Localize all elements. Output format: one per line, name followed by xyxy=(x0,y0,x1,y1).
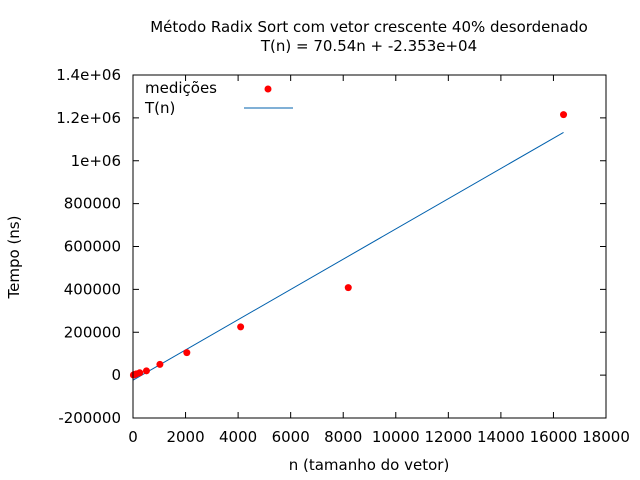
axis-ticks xyxy=(132,74,607,419)
data-point xyxy=(237,323,245,331)
x-tick-label: 6000 xyxy=(272,428,310,446)
y-tick-label: 800000 xyxy=(64,195,121,213)
y-tick-label: 200000 xyxy=(64,323,121,341)
data-point xyxy=(136,369,144,377)
legend-label-fit: T(n) xyxy=(144,99,175,117)
y-tick-label: -200000 xyxy=(58,409,121,427)
y-tick-label: 400000 xyxy=(64,280,121,298)
legend-label-measurements: medições xyxy=(145,79,217,97)
plot-frame xyxy=(132,74,607,419)
x-tick-label: 12000 xyxy=(424,428,472,446)
x-tick-label: 16000 xyxy=(530,428,578,446)
y-tick-label: 600000 xyxy=(64,238,121,256)
y-tick-label: 0 xyxy=(111,366,121,384)
x-tick-label: 4000 xyxy=(219,428,257,446)
x-tick-label: 18000 xyxy=(582,428,630,446)
y-tick-label: 1.2e+06 xyxy=(56,109,121,127)
data-point xyxy=(183,349,191,357)
fit-line xyxy=(132,131,564,381)
x-axis-label: n (tamanho do vetor) xyxy=(289,456,450,474)
x-tick-label: 8000 xyxy=(324,428,362,446)
data-point xyxy=(156,360,164,368)
y-axis-label: Tempo (ns) xyxy=(5,216,23,300)
x-tick-label: 2000 xyxy=(166,428,204,446)
plot-marks xyxy=(129,111,568,381)
x-tick-label: 14000 xyxy=(477,428,525,446)
y-tick-label: 1e+06 xyxy=(71,152,121,170)
chart-subtitle: T(n) = 70.54n + -2.353e+04 xyxy=(260,37,477,55)
x-tick-label: 10000 xyxy=(372,428,420,446)
data-point xyxy=(560,111,568,119)
data-point xyxy=(142,367,150,375)
legend-marker-measurements xyxy=(264,85,272,93)
chart-title: Método Radix Sort com vetor crescente 40… xyxy=(150,18,588,36)
data-point xyxy=(344,284,352,292)
legend: medições T(n) xyxy=(144,79,293,117)
y-tick-label: 1.4e+06 xyxy=(56,66,121,84)
axis-tick-labels: 0 2000 4000 6000 8000 10000 12000 14000 16000 180… xyxy=(56,66,630,446)
x-tick-label: 0 xyxy=(128,428,138,446)
